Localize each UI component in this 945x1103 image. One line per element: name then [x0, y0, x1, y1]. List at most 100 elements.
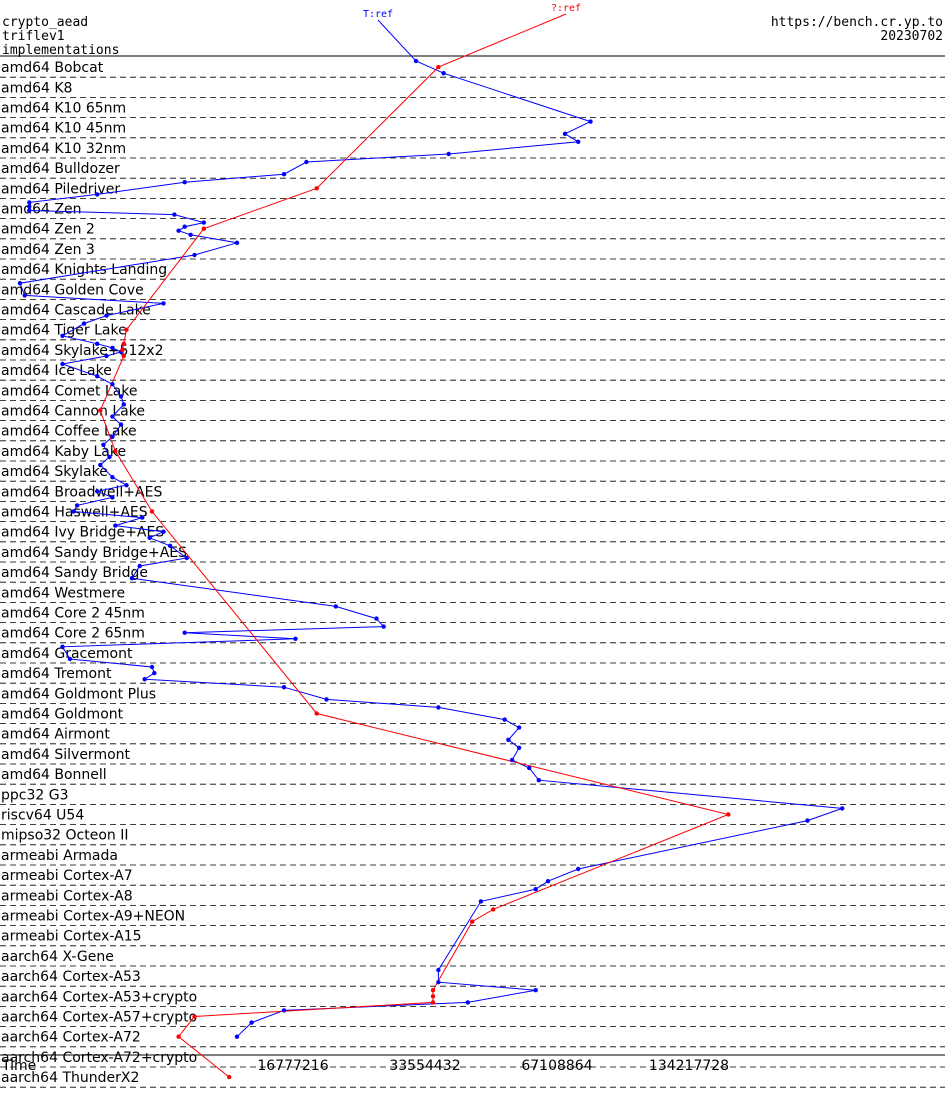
data-point-tref	[113, 523, 118, 528]
data-point-tref	[95, 374, 100, 379]
row-label: amd64 Zen 2	[1, 222, 95, 238]
row-label: amd64 Goldmont	[1, 707, 124, 723]
data-point-tref	[234, 240, 240, 245]
data-point-tref	[101, 442, 106, 447]
data-point-qref	[98, 408, 103, 413]
row-label: armeabi Armada	[1, 848, 118, 864]
series-label-tref: T:ref	[363, 9, 393, 20]
data-point-tref	[176, 228, 181, 233]
row-label: amd64 Airmont	[1, 727, 110, 743]
data-point-qref	[227, 1074, 232, 1080]
data-point-tref	[413, 58, 419, 64]
data-point-tref	[333, 604, 338, 609]
data-point-tref	[110, 382, 115, 387]
data-point-tref	[95, 489, 100, 494]
data-point-tref	[107, 454, 112, 460]
row-label: amd64 Silvermont	[1, 747, 131, 763]
data-point-tref	[562, 131, 568, 136]
data-point-tref	[234, 1034, 240, 1039]
data-point-qref	[726, 812, 731, 817]
data-point-tref	[249, 1020, 254, 1025]
row-label: amd64 Core 2 45nm	[1, 606, 145, 622]
row-label: mipso32 Octeon II	[1, 828, 129, 844]
row-label: armeabi Cortex-A9+NEON	[1, 909, 185, 925]
row-label: riscv64 U54	[1, 808, 84, 824]
data-point-qref	[314, 186, 319, 191]
data-point-tref	[60, 644, 65, 649]
data-point-qref	[120, 347, 125, 353]
data-point-qref	[430, 994, 436, 999]
series-line-qref	[99, 13, 730, 1078]
data-point-tref	[533, 988, 538, 993]
data-point-tref	[137, 563, 142, 569]
row-label: amd64 Knights Landing	[1, 262, 167, 278]
header-line-1: crypto_aead	[2, 15, 88, 30]
row-label: amd64 Piledriver	[1, 181, 120, 197]
data-point-tref	[281, 1008, 287, 1013]
data-point-tref	[588, 119, 593, 124]
row-label: amd64 Coffee Lake	[1, 424, 137, 440]
data-point-tref	[436, 967, 441, 973]
data-point-tref	[506, 737, 511, 742]
row-label: amd64 Zen	[1, 202, 81, 218]
data-point-tref	[118, 422, 124, 427]
row-label: amd64 Bobcat	[1, 60, 104, 76]
data-point-tref	[374, 616, 379, 621]
row-label: amd64 K10 45nm	[1, 121, 126, 137]
row-label: aarch64 Cortex-A72	[1, 1030, 141, 1046]
data-point-tref	[182, 630, 187, 635]
data-point-qref	[470, 919, 475, 924]
row-label: amd64 Tremont	[1, 666, 112, 682]
header-line-2: triflev1	[2, 29, 65, 44]
data-point-tref	[124, 483, 129, 488]
row-label: aarch64 Cortex-A53	[1, 969, 141, 985]
data-point-tref	[110, 434, 115, 439]
row-label: amd64 Core 2 65nm	[1, 626, 145, 642]
data-point-tref	[509, 757, 515, 763]
row-label: amd64 Sandy Bridge+AES	[1, 545, 187, 561]
data-point-tref	[104, 353, 109, 359]
data-point-tref	[516, 745, 522, 750]
row-label: amd64 Ivy Bridge+AES	[1, 525, 164, 541]
data-point-tref	[167, 543, 173, 548]
data-point-tref	[192, 252, 197, 258]
data-point-tref	[201, 220, 206, 225]
row-label: armeabi Cortex-A8	[1, 888, 133, 904]
data-point-tref	[182, 224, 187, 229]
data-point-qref	[121, 353, 127, 359]
x-tick-2: 67108864	[521, 1058, 592, 1074]
data-point-tref	[60, 361, 65, 367]
data-point-qref	[436, 64, 441, 70]
x-tick-0: 16777216	[257, 1058, 328, 1074]
data-point-qref	[176, 1034, 181, 1039]
row-label: aarch64 ThunderX2	[1, 1070, 139, 1086]
x-axis-label: Time	[1, 1058, 36, 1074]
row-label: amd64 Goldmont Plus	[1, 686, 156, 702]
data-point-tref	[293, 636, 298, 641]
row-label: amd64 K10 65nm	[1, 101, 126, 117]
data-point-qref	[314, 711, 319, 716]
header-site[interactable]: https://bench.cr.yp.to	[771, 15, 943, 30]
row-label: aarch64 X-Gene	[1, 949, 114, 965]
row-label: amd64 Bonnell	[1, 767, 107, 783]
data-point-tref	[142, 677, 147, 682]
data-point-qref	[192, 1014, 197, 1019]
series-label-qref: ?:ref	[551, 3, 581, 14]
data-point-tref	[95, 192, 100, 197]
data-point-tref	[104, 313, 109, 318]
row-label: amd64 Cannon Lake	[1, 404, 145, 420]
data-point-tref	[281, 685, 287, 690]
row-label: ppc32 G3	[1, 787, 69, 803]
row-label: amd64 Ice Lake	[1, 363, 112, 379]
data-point-tref	[27, 204, 32, 209]
row-label: amd64 Comet Lake	[1, 383, 138, 399]
data-point-tref	[576, 139, 581, 144]
data-point-tref	[576, 866, 581, 872]
x-tick-3: 134217728	[649, 1058, 729, 1074]
data-point-tref	[110, 345, 115, 351]
data-point-tref	[74, 503, 80, 508]
data-point-tref	[446, 151, 451, 157]
data-point-tref	[152, 670, 157, 676]
data-point-tref	[465, 1000, 470, 1005]
